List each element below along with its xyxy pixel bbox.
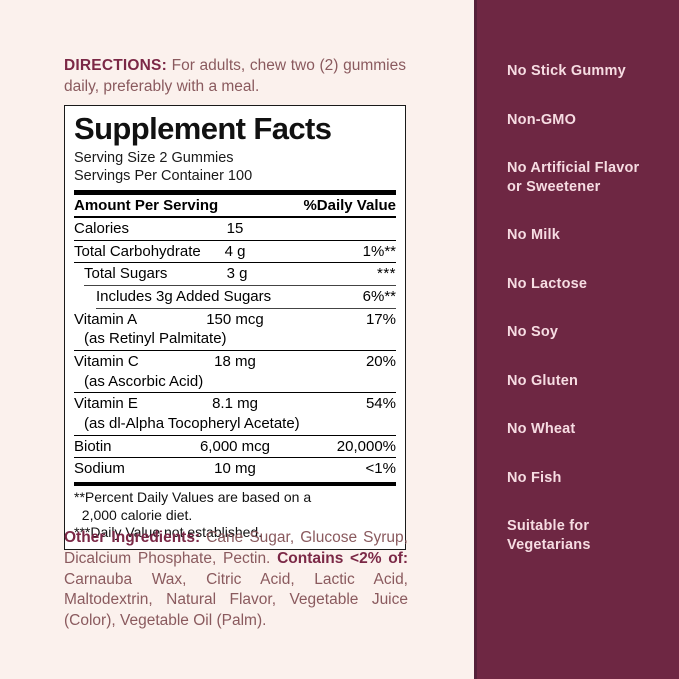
row-divider bbox=[74, 239, 396, 241]
nutrient-daily-value: 1%** bbox=[362, 242, 396, 260]
left-content-column: DIRECTIONS: For adults, chew two (2) gum… bbox=[64, 55, 408, 632]
claim-item: Suitable for Vegetarians bbox=[507, 518, 591, 554]
table-header-row: Amount Per Serving %Daily Value bbox=[74, 195, 396, 216]
table-row: Calories 15 bbox=[74, 218, 396, 240]
nutrient-name: Biotin bbox=[74, 437, 112, 455]
nutrient-name: Calories bbox=[74, 219, 130, 237]
table-row: Sodium 10 mg <1% bbox=[74, 458, 396, 480]
directions-text: For adults, chew two (2) gummies daily, … bbox=[64, 57, 406, 96]
nutrient-daily-value: 17% bbox=[365, 310, 396, 328]
nutrient-daily-value: 6%** bbox=[362, 287, 396, 305]
row-divider bbox=[74, 392, 396, 394]
header-amount-per-serving: Amount Per Serving bbox=[74, 196, 219, 214]
table-row: Vitamin A 150 mcg 17% bbox=[74, 309, 396, 331]
table-row: Biotin 6,000 mcg 20,000% bbox=[74, 436, 396, 458]
directions-block: DIRECTIONS: For adults, chew two (2) gum… bbox=[64, 55, 406, 97]
row-divider bbox=[74, 457, 396, 459]
nutrient-daily-value: 54% bbox=[365, 395, 396, 413]
nutrient-daily-value: *** bbox=[376, 265, 396, 283]
claim-item: No Artificial Flavor or Sweetener bbox=[507, 160, 640, 195]
footnote-percent-dv: **Percent Daily Values are based on a 2,… bbox=[74, 489, 312, 523]
other-ingredients-text-2: Carnauba Wax, Citric Acid, Lactic Acid, … bbox=[64, 570, 408, 630]
nutrient-name: Vitamin E bbox=[74, 395, 138, 413]
claim-item: No Gluten bbox=[507, 372, 579, 389]
nutrient-name: Vitamin A bbox=[74, 310, 138, 328]
claim-item: No Lactose bbox=[507, 275, 588, 292]
row-divider bbox=[96, 307, 396, 309]
nutrient-daily-value: 20,000% bbox=[336, 437, 396, 455]
table-row: Total Carbohydrate 4 g 1%** bbox=[74, 241, 396, 263]
directions-label: DIRECTIONS: bbox=[64, 57, 167, 74]
claim-item: No Milk bbox=[507, 227, 560, 244]
contains-label: Contains <2% of: bbox=[277, 549, 408, 567]
claim-item: No Fish bbox=[507, 469, 562, 486]
nutrient-source: (as dl-Alpha Tocopheryl Acetate) bbox=[84, 415, 300, 433]
row-divider bbox=[84, 284, 396, 286]
claim-item: No Soy bbox=[507, 324, 559, 341]
divider-thick-top bbox=[74, 189, 396, 195]
footnote-dv-not-established: ***Daily Value not established. bbox=[74, 524, 263, 541]
claim-item: No Stick Gummy bbox=[507, 63, 626, 79]
table-row: Total Sugars 3 g *** bbox=[74, 263, 396, 285]
nutrient-source: (as Ascorbic Acid) bbox=[84, 372, 204, 390]
table-row: Vitamin C 18 mg 20% bbox=[74, 351, 396, 373]
nutrient-source: (as Retinyl Palmitate) bbox=[84, 330, 227, 348]
table-row: Includes 3g Added Sugars 6%** bbox=[74, 286, 396, 308]
supplement-facts-title: Supplement Facts bbox=[74, 111, 332, 146]
nutrient-name: Vitamin C bbox=[74, 352, 139, 370]
row-divider bbox=[74, 349, 396, 351]
divider-thick-bottom bbox=[74, 482, 396, 487]
nutrient-name: Total Sugars bbox=[84, 265, 168, 283]
nutrient-name: Includes 3g Added Sugars bbox=[96, 287, 272, 305]
row-divider bbox=[74, 434, 396, 436]
footnotes-block: **Percent Daily Values are based on a 2,… bbox=[74, 486, 396, 542]
claim-item: Non-GMO bbox=[507, 111, 577, 128]
nutrient-name: Total Carbohydrate bbox=[74, 242, 201, 260]
claims-panel: No Stick Gummy Non-GMO No Artificial Fla… bbox=[474, 0, 679, 679]
table-row: Vitamin E 8.1 mg 54% bbox=[74, 393, 396, 415]
other-ingredients-text-1: Cane Sugar, Glucose Syrup, Dicalcium Pho… bbox=[64, 529, 408, 567]
divider-under-header bbox=[74, 215, 396, 218]
serving-size: Serving Size 2 Gummies bbox=[74, 150, 234, 167]
nutrient-daily-value: 20% bbox=[365, 352, 396, 370]
claim-item: No Wheat bbox=[507, 421, 576, 438]
header-daily-value: %Daily Value bbox=[303, 196, 396, 214]
other-ingredients-label: Other Ingredients: bbox=[64, 529, 201, 546]
row-divider bbox=[74, 262, 396, 264]
other-ingredients-block: Other Ingredients: Cane Sugar, Glucose S… bbox=[64, 528, 408, 632]
servings-per-container: Servings Per Container 100 bbox=[74, 168, 253, 185]
nutrient-name: Sodium bbox=[74, 460, 125, 478]
supplement-facts-panel: Supplement Facts Serving Size 2 Gummies … bbox=[64, 105, 406, 550]
nutrient-daily-value: <1% bbox=[365, 460, 396, 478]
